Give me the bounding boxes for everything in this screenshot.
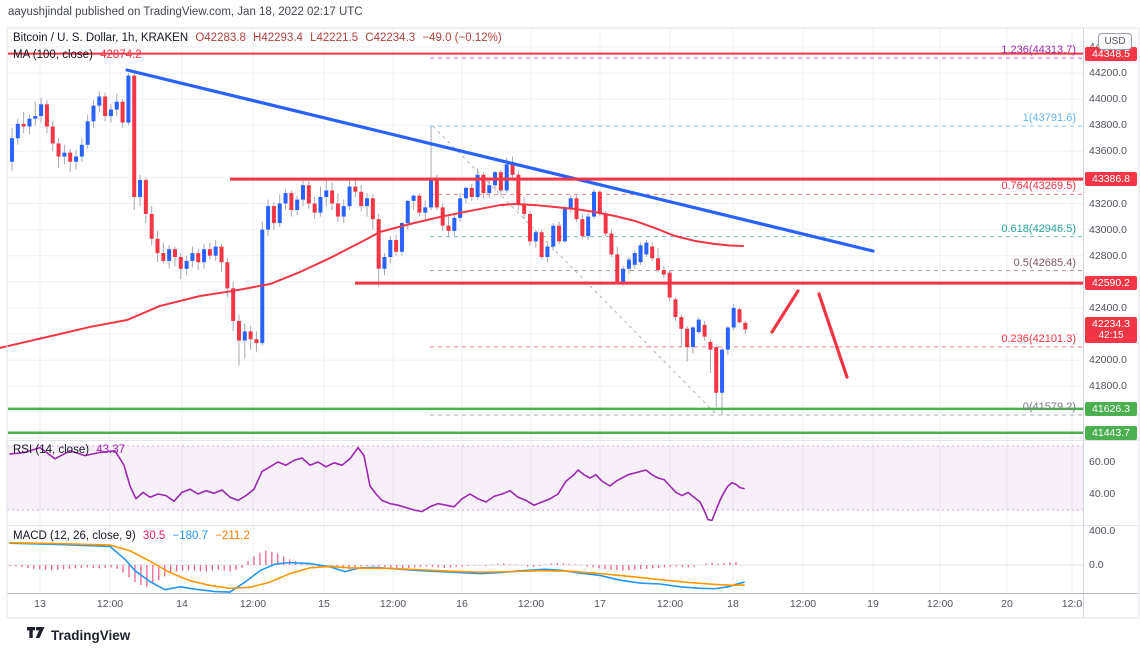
price-tag: 42590.2 bbox=[1085, 276, 1137, 291]
macd-value: −180.7 bbox=[172, 530, 209, 542]
price-axis-tick: 44000.0 bbox=[1089, 93, 1127, 106]
time-axis-tick: 17 bbox=[594, 598, 606, 610]
price-tag: 41443.7 bbox=[1085, 425, 1137, 440]
time-axis-tick: 13 bbox=[34, 598, 46, 610]
time-axis-tick: 12:00 bbox=[926, 598, 954, 610]
ma-value: 42874.2 bbox=[100, 49, 142, 61]
macd-signal-value: −211.2 bbox=[215, 530, 250, 542]
time-axis-tick: 12:00 bbox=[789, 598, 817, 610]
time-axis-tick: 15 bbox=[318, 598, 330, 610]
price-axis-tick: 43800.0 bbox=[1089, 119, 1127, 132]
price-axis-tick: 43000.0 bbox=[1089, 223, 1127, 236]
time-axis-tick: 16 bbox=[456, 598, 468, 610]
price-tag-value: 43386.8 bbox=[1092, 173, 1130, 186]
ma-label: MA (100, close) bbox=[13, 49, 93, 61]
macd-legend[interactable]: MACD (12, 26, close, 9) 30.5 −180.7 −211… bbox=[13, 530, 254, 542]
fib-level-label: 0(41579.2) bbox=[1022, 401, 1076, 413]
rsi-value: 43.37 bbox=[96, 444, 126, 456]
tradingview-logo-icon bbox=[27, 627, 45, 638]
time-axis-tick: 18 bbox=[727, 598, 739, 610]
price-tag: 41626.3 bbox=[1085, 401, 1137, 416]
price-axis-tick: 41800.0 bbox=[1089, 380, 1127, 393]
fib-level-label: 0.618(42946.5) bbox=[1001, 222, 1076, 235]
time-axis-tick: 12:00 bbox=[656, 598, 684, 610]
price-tag-value: 44348.5 bbox=[1092, 47, 1130, 60]
symbol-name: Bitcoin / U. S. Dollar, 1h, KRAKEN bbox=[13, 32, 189, 44]
fib-level-label: 0.764(43269.5) bbox=[1001, 180, 1076, 193]
macd-hist-value: 30.5 bbox=[142, 530, 166, 542]
price-tag-value: 41443.7 bbox=[1092, 426, 1130, 439]
time-axis-tick: 12:00 bbox=[96, 598, 124, 610]
price-tag-countdown: 42:15 bbox=[1098, 329, 1124, 341]
fib-level-label: 1(43791.6) bbox=[1022, 112, 1076, 125]
fib-level-label: 0.236(42101.3) bbox=[1001, 332, 1076, 345]
tradingview-logo[interactable]: TradingView bbox=[27, 627, 130, 643]
time-axis[interactable]: 13 12:00 14 12:00 15 12:00 16 12:00 17 12:00 18 12:… bbox=[7, 594, 1084, 618]
fib-level-label: 0.5(42685.4) bbox=[1013, 256, 1076, 269]
price-tag-value: 42590.2 bbox=[1092, 277, 1130, 290]
ohlc-close: C42234.3 bbox=[365, 32, 416, 44]
price-axis-tick: 42800.0 bbox=[1089, 249, 1127, 262]
snapshot-title: aayushjindal published on TradingView.co… bbox=[8, 6, 363, 18]
price-axis-tick: 42400.0 bbox=[1089, 301, 1127, 314]
rsi-legend[interactable]: RSI (14, close) 43.37 bbox=[13, 444, 129, 456]
time-axis-tick: 20 bbox=[1001, 598, 1013, 610]
price-axis[interactable]: 44400.044200.044000.043800.043600.043200… bbox=[1084, 28, 1140, 618]
symbol-legend[interactable]: Bitcoin / U. S. Dollar, 1h, KRAKEN O4228… bbox=[13, 32, 506, 44]
macd-axis-tick: 400.0 bbox=[1089, 525, 1116, 537]
time-axis-tick: 12:0 bbox=[1061, 598, 1083, 610]
ohlc-high: H42293.4 bbox=[253, 32, 303, 44]
tradingview-logo-text: TradingView bbox=[51, 627, 131, 643]
fib-level-label: 1.236(44313.7) bbox=[1001, 44, 1076, 57]
time-axis-tick: 12:00 bbox=[517, 598, 545, 610]
time-axis-tick: 19 bbox=[867, 598, 879, 610]
rsi-axis-tick: 40.00 bbox=[1089, 488, 1116, 500]
ma-legend[interactable]: MA (100, close) 42874.2 bbox=[13, 49, 146, 61]
price-tag-value: 41626.3 bbox=[1092, 402, 1130, 415]
rsi-label: RSI (14, close) bbox=[13, 444, 90, 456]
price-axis-tick: 43200.0 bbox=[1089, 197, 1127, 210]
price-axis-tick: 42000.0 bbox=[1089, 354, 1127, 367]
macd-label: MACD (12, 26, close, 9) bbox=[13, 530, 136, 542]
time-axis-tick: 12:00 bbox=[379, 598, 407, 610]
macd-axis-tick: 0.0 bbox=[1089, 559, 1104, 571]
time-axis-tick: 14 bbox=[176, 598, 188, 610]
ohlc-low: L42221.5 bbox=[310, 32, 359, 44]
ohlc-open: O42283.8 bbox=[195, 32, 246, 44]
price-tag: 44348.5 bbox=[1085, 46, 1137, 61]
price-tag: 42234.3 42:15 bbox=[1085, 316, 1137, 343]
currency-button[interactable]: USD bbox=[1098, 33, 1132, 50]
price-tag-value: 42234.3 bbox=[1092, 317, 1130, 330]
price-tag: 43386.8 bbox=[1085, 172, 1137, 187]
price-axis-tick: 44200.0 bbox=[1089, 67, 1127, 79]
ohlc-change: −49.0 (−0.12%) bbox=[422, 32, 502, 44]
rsi-axis-tick: 60.00 bbox=[1089, 456, 1116, 468]
time-axis-tick: 12:00 bbox=[239, 598, 267, 610]
price-axis-tick: 43600.0 bbox=[1089, 145, 1127, 158]
